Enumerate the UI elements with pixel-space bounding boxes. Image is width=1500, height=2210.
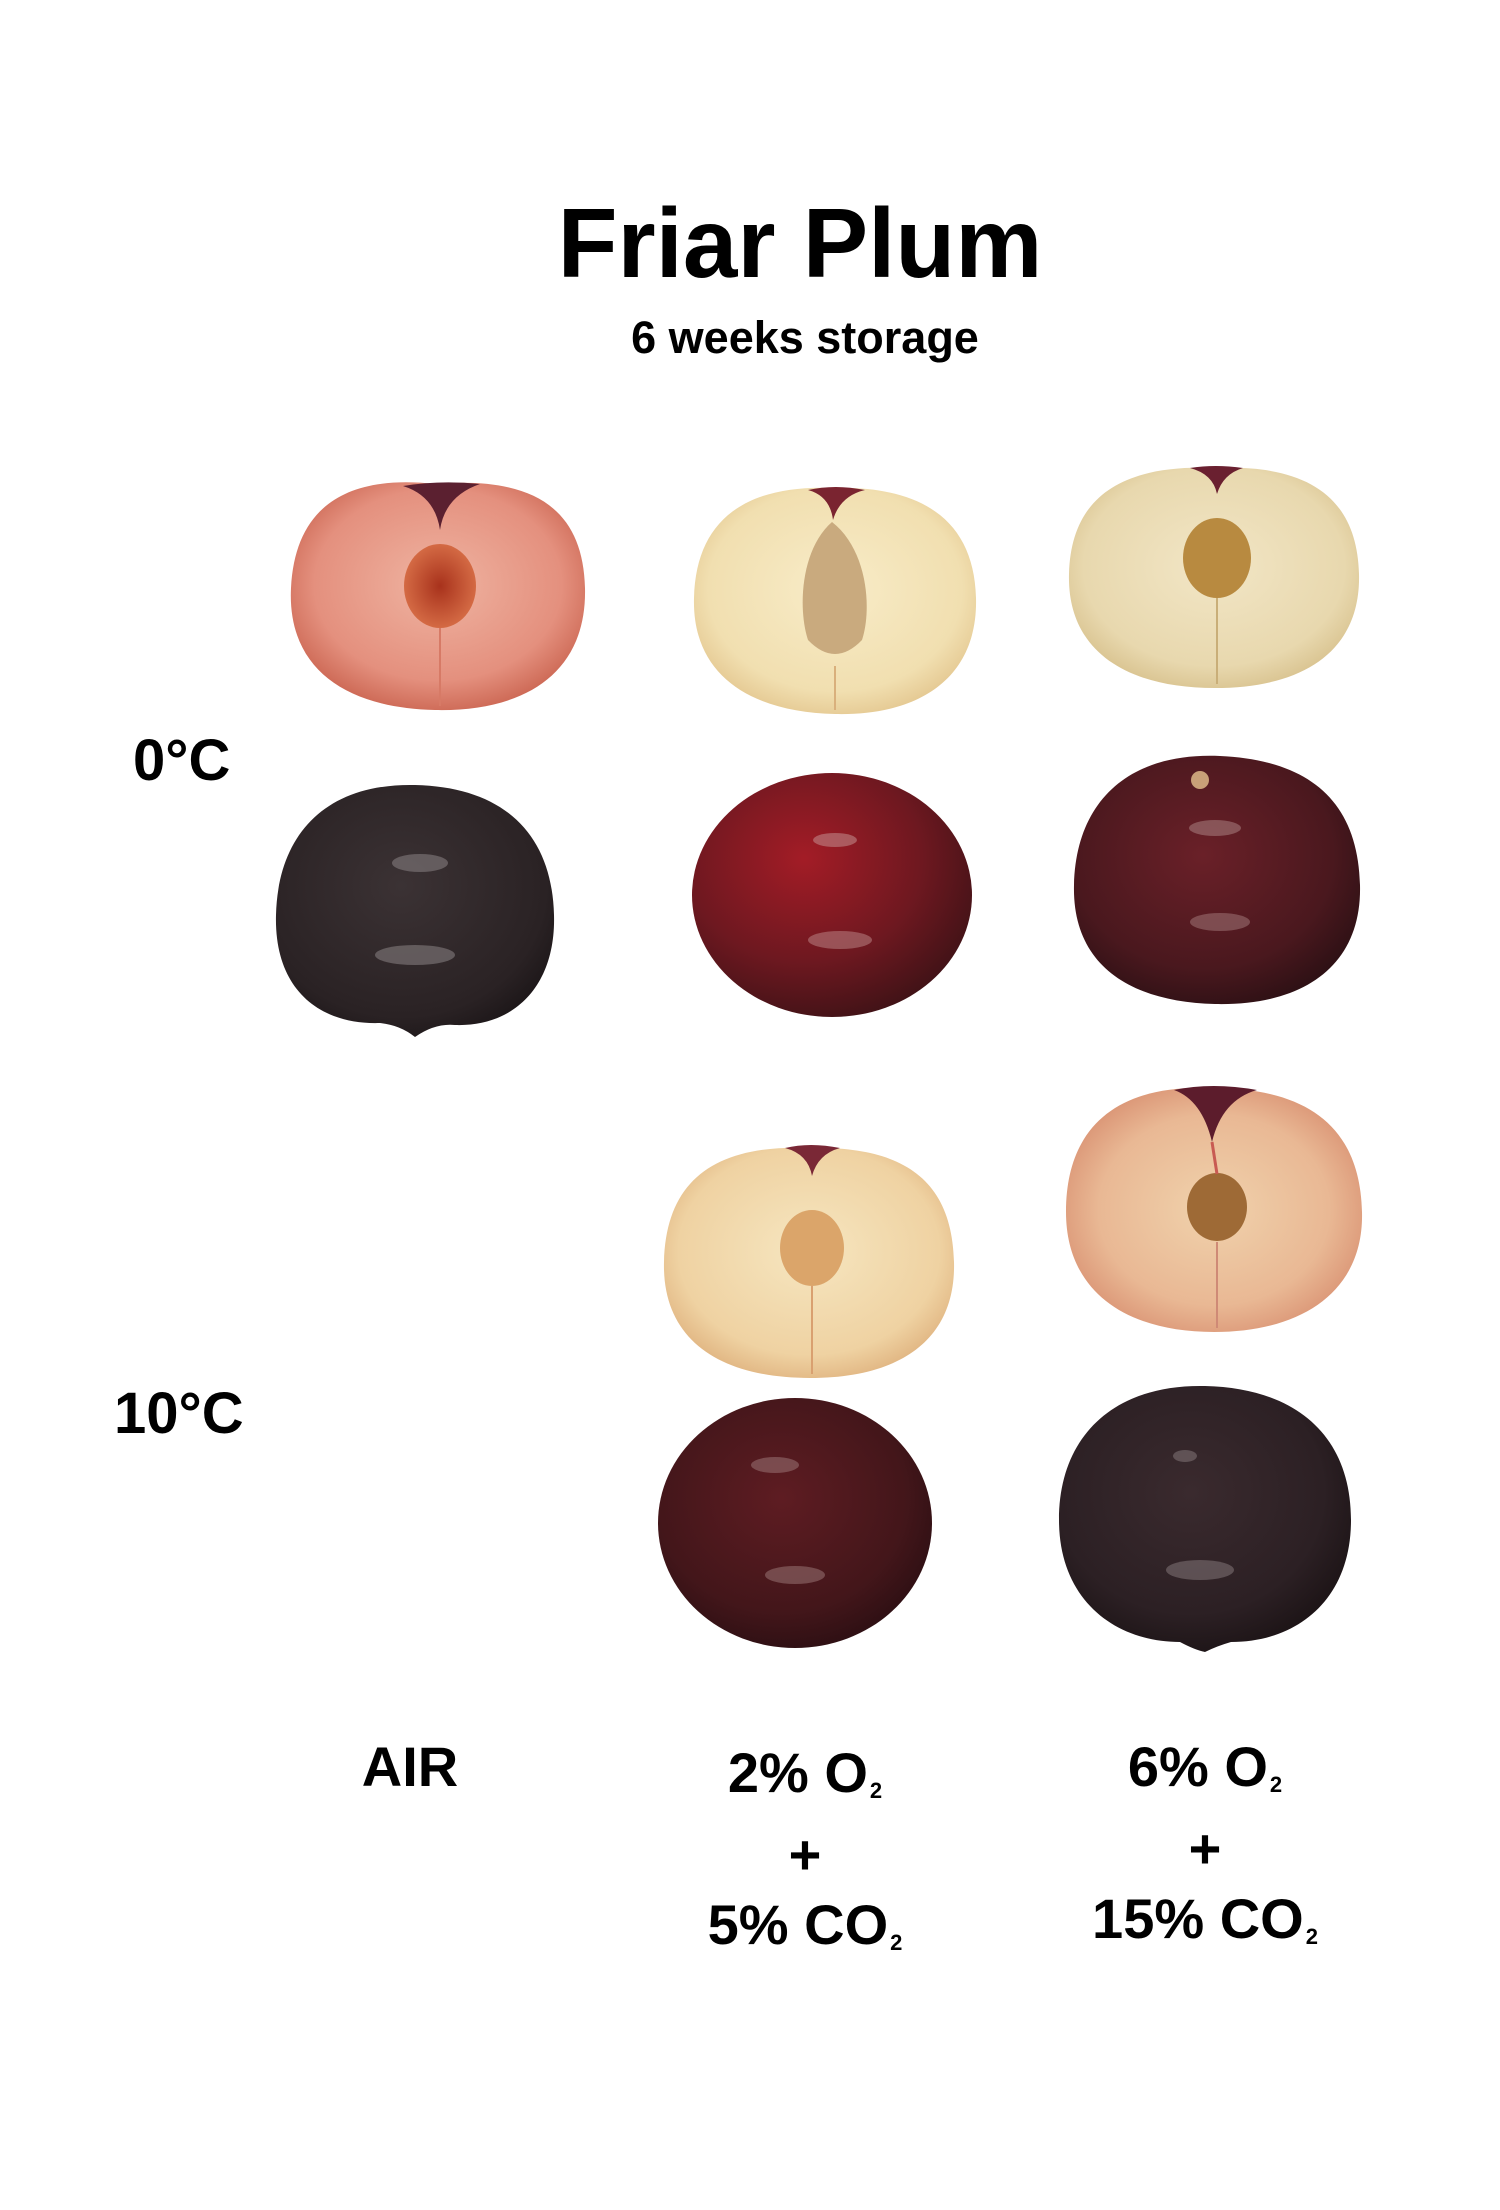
row-label-0c: 0°C [133, 728, 231, 793]
plum-whole-10c-2o2-5co2 [658, 1398, 932, 1648]
plum-half-0c-6o2-15co2 [1068, 466, 1360, 688]
column-label-line-1: 6% O2 [1127, 1735, 1283, 1798]
column-label-line-3: 15% CO2 [1092, 1887, 1318, 1950]
plum-half-0c-2o2-5co2 [693, 487, 977, 715]
plum-half-0c-air [290, 482, 586, 711]
column-label-line-2: + [1188, 1817, 1222, 1880]
plum-whole-0c-2o2-5co2 [692, 773, 972, 1017]
column-label-air-text: AIR [361, 1735, 459, 1798]
column-label-line-1: 2% O2 [727, 1741, 883, 1804]
row-label-10c: 10°C [114, 1381, 244, 1446]
column-label-2o2-5co2: 2% O2 + 5% CO2 [660, 1738, 950, 1972]
plum-half-10c-2o2-5co2 [663, 1145, 955, 1378]
plum-whole-10c-6o2-15co2 [1059, 1385, 1351, 1652]
column-label-line-3: 5% CO2 [707, 1893, 903, 1956]
plum-whole-0c-air [275, 784, 555, 1037]
figure-title: Friar Plum [557, 188, 1043, 298]
column-label-line-2: + [788, 1823, 822, 1886]
column-label-air: AIR [330, 1732, 490, 1802]
column-label-6o2-15co2: 6% O2 + 15% CO2 [1055, 1732, 1355, 1966]
plum-half-10c-6o2-15co2 [1066, 1086, 1363, 1332]
figure-subtitle: 6 weeks storage [631, 312, 979, 363]
plum-whole-0c-6o2-15co2 [1073, 755, 1361, 1005]
